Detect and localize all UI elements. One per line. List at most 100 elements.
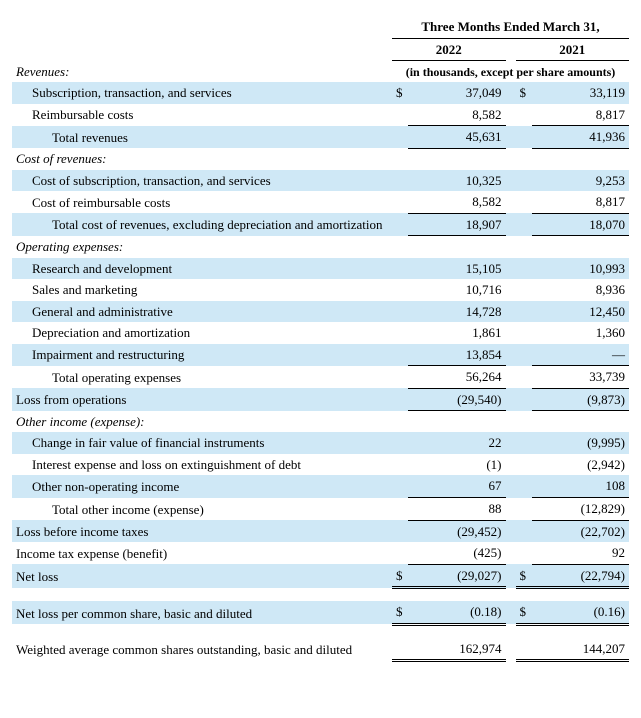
row-value-b: 18,070 [532, 213, 630, 236]
header-years-row: 2022 2021 [12, 38, 629, 61]
table-row: Other income (expense): [12, 411, 629, 433]
table-row: Net loss $ (29,027) $ (22,794) [12, 564, 629, 588]
row-value-a: 10,716 [408, 279, 506, 301]
table-row: Net loss per common share, basic and dil… [12, 601, 629, 624]
spacer-row [12, 588, 629, 602]
row-value-b: (22,702) [532, 520, 630, 542]
row-value-b: 92 [532, 542, 630, 564]
table-row: Cost of reimbursable costs 8,582 8,817 [12, 191, 629, 213]
table-row: Impairment and restructuring 13,854 — [12, 344, 629, 366]
row-value-a: (29,540) [408, 388, 506, 411]
row-value-a: 45,631 [408, 126, 506, 149]
table-row: Total revenues 45,631 41,936 [12, 126, 629, 149]
table-row: Other non-operating income 67 108 [12, 475, 629, 497]
row-value-b: (12,829) [532, 498, 630, 521]
table-row: Reimbursable costs 8,582 8,817 [12, 104, 629, 126]
row-value-b: — [532, 344, 630, 366]
year-b: 2021 [516, 38, 630, 61]
period-title: Three Months Ended March 31, [392, 16, 629, 38]
row-value-a: 67 [408, 475, 506, 497]
table-row: Depreciation and amortization 1,861 1,36… [12, 322, 629, 344]
row-label: Cost of subscription, transaction, and s… [12, 170, 392, 192]
currency-symbol: $ [392, 601, 408, 624]
row-label: Loss from operations [12, 388, 392, 411]
row-value-b: 9,253 [532, 170, 630, 192]
row-value-b: (22,794) [532, 564, 630, 588]
row-value-a: 8,582 [408, 104, 506, 126]
row-value-b: (9,873) [532, 388, 630, 411]
other-heading: Other income (expense): [12, 411, 392, 433]
table-row: Subscription, transaction, and services … [12, 82, 629, 104]
header-period-row: Three Months Ended March 31, [12, 16, 629, 38]
currency-symbol: $ [516, 601, 532, 624]
table-row: Income tax expense (benefit) (425) 92 [12, 542, 629, 564]
row-value-b: (9,995) [532, 432, 630, 454]
row-value-a: 13,854 [408, 344, 506, 366]
row-label: Cost of reimbursable costs [12, 191, 392, 213]
row-value-b: 41,936 [532, 126, 630, 149]
year-a: 2022 [392, 38, 506, 61]
row-label: Net loss [12, 564, 392, 588]
row-value-a: 10,325 [408, 170, 506, 192]
cost-heading: Cost of revenues: [12, 148, 392, 170]
opex-heading: Operating expenses: [12, 236, 392, 258]
row-value-b: 10,993 [532, 258, 630, 280]
row-label: Total cost of revenues, excluding deprec… [12, 213, 392, 236]
table-row: Loss before income taxes (29,452) (22,70… [12, 520, 629, 542]
row-label: Subscription, transaction, and services [12, 82, 392, 104]
row-value-b: 8,817 [532, 191, 630, 213]
row-label: Income tax expense (benefit) [12, 542, 392, 564]
row-value-b: 8,817 [532, 104, 630, 126]
table-row: Change in fair value of financial instru… [12, 432, 629, 454]
table-row: Cost of revenues: [12, 148, 629, 170]
row-value-a: (29,452) [408, 520, 506, 542]
table-row: Interest expense and loss on extinguishm… [12, 454, 629, 476]
row-label: Impairment and restructuring [12, 344, 392, 366]
row-value-a: (425) [408, 542, 506, 564]
row-value-b: 144,207 [532, 638, 630, 661]
row-value-b: 12,450 [532, 301, 630, 323]
row-value-a: 88 [408, 498, 506, 521]
row-value-a: 162,974 [408, 638, 506, 661]
table-row: Total other income (expense) 88 (12,829) [12, 498, 629, 521]
header-units-row: Revenues: (in thousands, except per shar… [12, 61, 629, 83]
units-note: (in thousands, except per share amounts) [392, 61, 629, 83]
row-label: Depreciation and amortization [12, 322, 392, 344]
table-row: Total cost of revenues, excluding deprec… [12, 213, 629, 236]
row-value-a: 22 [408, 432, 506, 454]
row-label: Research and development [12, 258, 392, 280]
table-row: General and administrative 14,728 12,450 [12, 301, 629, 323]
currency-symbol: $ [516, 564, 532, 588]
row-value-b: (0.16) [532, 601, 630, 624]
table-row: Weighted average common shares outstandi… [12, 638, 629, 661]
currency-symbol: $ [392, 564, 408, 588]
row-value-b: (2,942) [532, 454, 630, 476]
income-statement-table: Three Months Ended March 31, 2022 2021 R… [12, 16, 629, 662]
table-row: Cost of subscription, transaction, and s… [12, 170, 629, 192]
table-row: Research and development 15,105 10,993 [12, 258, 629, 280]
table-row: Sales and marketing 10,716 8,936 [12, 279, 629, 301]
row-label: Reimbursable costs [12, 104, 392, 126]
row-label: Loss before income taxes [12, 520, 392, 542]
currency-symbol: $ [516, 82, 532, 104]
row-label: Total revenues [12, 126, 392, 149]
row-label: Sales and marketing [12, 279, 392, 301]
row-label: General and administrative [12, 301, 392, 323]
table-row: Total operating expenses 56,264 33,739 [12, 366, 629, 389]
row-label: Total other income (expense) [12, 498, 392, 521]
row-value-a: 8,582 [408, 191, 506, 213]
row-value-a: 1,861 [408, 322, 506, 344]
row-value-b: 33,119 [532, 82, 630, 104]
row-value-a: 56,264 [408, 366, 506, 389]
spacer-row [12, 624, 629, 638]
row-label: Net loss per common share, basic and dil… [12, 601, 392, 624]
currency-symbol: $ [392, 82, 408, 104]
row-label: Change in fair value of financial instru… [12, 432, 392, 454]
row-value-a: (29,027) [408, 564, 506, 588]
row-label: Interest expense and loss on extinguishm… [12, 454, 392, 476]
row-value-a: (1) [408, 454, 506, 476]
table-row: Operating expenses: [12, 236, 629, 258]
row-value-a: 37,049 [408, 82, 506, 104]
row-value-a: 18,907 [408, 213, 506, 236]
row-value-b: 33,739 [532, 366, 630, 389]
